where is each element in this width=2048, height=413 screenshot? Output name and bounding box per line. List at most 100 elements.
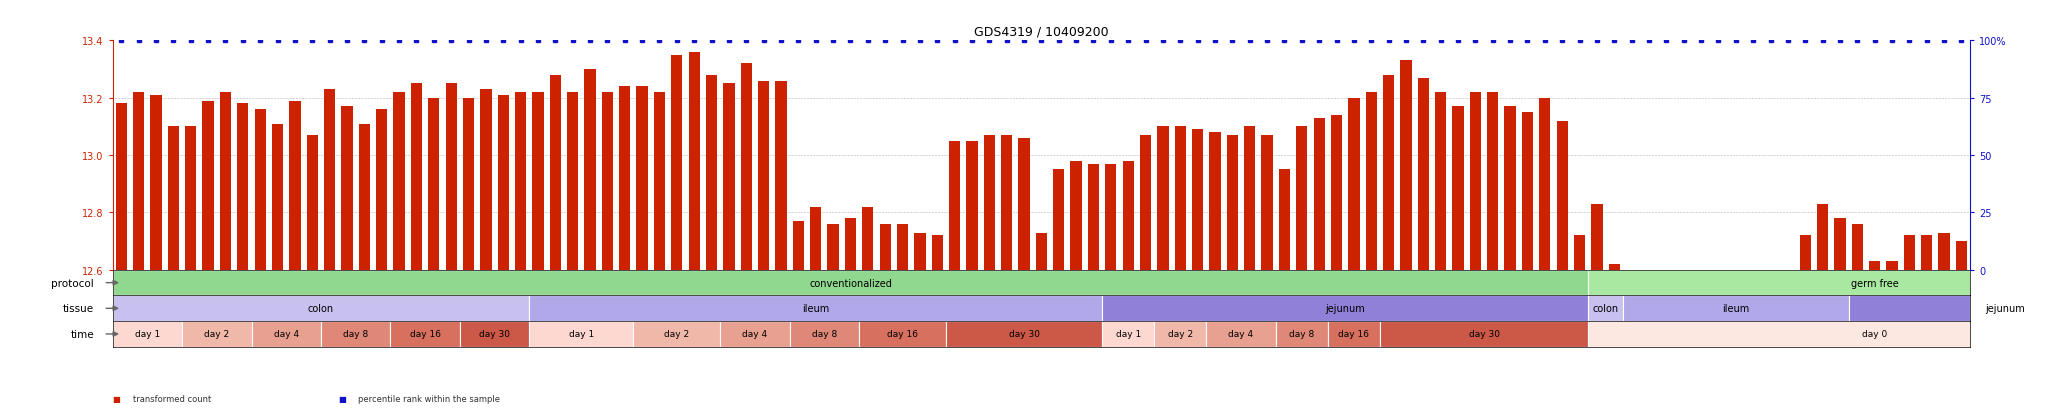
- Bar: [377, 110, 387, 270]
- Bar: [1122, 161, 1135, 270]
- Text: colon: colon: [307, 304, 334, 313]
- Text: jejunum: jejunum: [1985, 304, 2025, 313]
- Bar: [1522, 113, 1534, 270]
- Bar: [461, 321, 528, 347]
- Text: day 30: day 30: [479, 330, 510, 339]
- Bar: [113, 321, 182, 347]
- Bar: [1905, 236, 1915, 270]
- Bar: [219, 93, 231, 270]
- Bar: [1262, 136, 1272, 270]
- Bar: [1765, 270, 1776, 282]
- Bar: [168, 127, 178, 270]
- Bar: [528, 296, 1102, 321]
- Bar: [1001, 136, 1012, 270]
- Text: day 0: day 0: [1862, 330, 1888, 339]
- Bar: [1642, 270, 1655, 287]
- Bar: [1589, 296, 1622, 321]
- Bar: [307, 136, 317, 270]
- Bar: [289, 101, 301, 270]
- Bar: [1018, 139, 1030, 270]
- Bar: [1192, 130, 1204, 270]
- Bar: [1505, 107, 1516, 270]
- Bar: [1731, 270, 1741, 287]
- Bar: [184, 127, 197, 270]
- Bar: [113, 270, 1589, 296]
- Bar: [1155, 321, 1206, 347]
- Bar: [827, 224, 840, 270]
- Bar: [1575, 236, 1585, 270]
- Bar: [1106, 164, 1116, 270]
- Bar: [1487, 93, 1499, 270]
- Text: jejunum: jejunum: [1325, 304, 1366, 313]
- Bar: [1835, 218, 1845, 270]
- Bar: [182, 321, 252, 347]
- Bar: [358, 124, 371, 270]
- Bar: [252, 321, 322, 347]
- Bar: [479, 90, 492, 270]
- Bar: [793, 221, 805, 270]
- Text: protocol: protocol: [51, 278, 94, 288]
- Bar: [967, 141, 977, 270]
- Bar: [1102, 296, 1589, 321]
- Bar: [238, 104, 248, 270]
- Text: transformed count: transformed count: [133, 394, 211, 403]
- Bar: [1886, 261, 1898, 270]
- Text: day 30: day 30: [1008, 330, 1040, 339]
- Text: ■: ■: [338, 394, 346, 403]
- Bar: [203, 101, 213, 270]
- Bar: [1141, 136, 1151, 270]
- Bar: [1661, 270, 1671, 310]
- Bar: [1036, 233, 1047, 270]
- Bar: [1296, 127, 1307, 270]
- Bar: [115, 104, 127, 270]
- Bar: [776, 81, 786, 270]
- Bar: [133, 93, 143, 270]
- Bar: [150, 96, 162, 270]
- Bar: [1589, 270, 2048, 296]
- Text: day 4: day 4: [743, 330, 768, 339]
- Bar: [1591, 204, 1604, 270]
- Bar: [1956, 242, 1968, 270]
- Bar: [1278, 170, 1290, 270]
- Bar: [879, 224, 891, 270]
- Bar: [322, 321, 391, 347]
- Bar: [391, 321, 461, 347]
- Bar: [1452, 107, 1464, 270]
- Bar: [672, 56, 682, 270]
- Text: day 8: day 8: [1288, 330, 1315, 339]
- Text: ileum: ileum: [1722, 304, 1749, 313]
- Bar: [1157, 127, 1169, 270]
- Bar: [1870, 261, 1880, 270]
- Bar: [1677, 270, 1690, 287]
- Title: GDS4319 / 10409200: GDS4319 / 10409200: [975, 26, 1108, 39]
- Bar: [1939, 233, 1950, 270]
- Bar: [393, 93, 406, 270]
- Bar: [1102, 321, 1155, 347]
- Bar: [637, 87, 647, 270]
- Bar: [1540, 99, 1550, 270]
- Bar: [633, 321, 721, 347]
- Bar: [1851, 224, 1864, 270]
- Bar: [1747, 270, 1759, 276]
- Bar: [1712, 270, 1724, 287]
- Bar: [846, 218, 856, 270]
- Bar: [707, 76, 717, 270]
- Bar: [602, 93, 612, 270]
- Bar: [1053, 170, 1065, 270]
- Text: day 2: day 2: [205, 330, 229, 339]
- Bar: [498, 96, 508, 270]
- Bar: [1176, 127, 1186, 270]
- Text: tissue: tissue: [63, 304, 94, 313]
- Text: day 4: day 4: [274, 330, 299, 339]
- Text: day 16: day 16: [1339, 330, 1370, 339]
- Bar: [549, 76, 561, 270]
- Bar: [1243, 127, 1255, 270]
- Bar: [1380, 321, 1589, 347]
- Bar: [948, 141, 961, 270]
- Bar: [1227, 136, 1237, 270]
- Bar: [532, 93, 543, 270]
- Bar: [412, 84, 422, 270]
- Text: day 8: day 8: [344, 330, 369, 339]
- Text: day 2: day 2: [664, 330, 690, 339]
- Bar: [653, 93, 666, 270]
